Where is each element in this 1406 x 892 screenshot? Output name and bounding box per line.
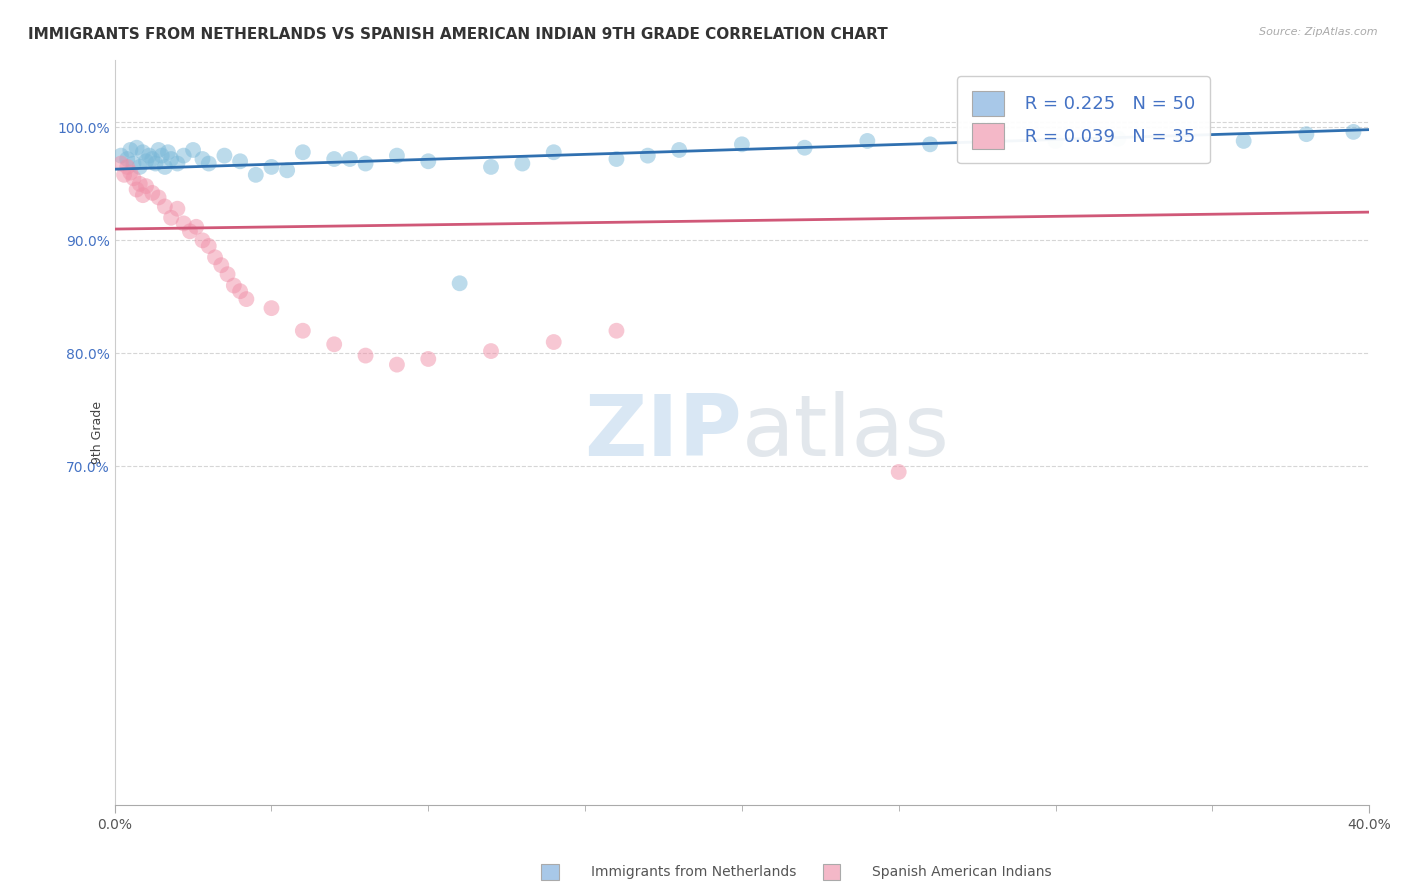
Point bbox=[145, 156, 167, 170]
Point bbox=[856, 134, 879, 148]
Point bbox=[229, 154, 252, 169]
Point bbox=[323, 152, 346, 166]
Text: Immigrants from Netherlands: Immigrants from Netherlands bbox=[591, 865, 796, 880]
Point bbox=[291, 145, 314, 160]
Point bbox=[135, 179, 157, 194]
Point bbox=[385, 358, 408, 372]
Point bbox=[120, 165, 142, 179]
Point bbox=[276, 163, 298, 178]
Point bbox=[153, 199, 176, 213]
Text: Spanish American Indians: Spanish American Indians bbox=[872, 865, 1052, 880]
Point bbox=[128, 160, 150, 174]
Point bbox=[125, 182, 148, 196]
Point bbox=[110, 156, 132, 170]
Point bbox=[260, 301, 283, 315]
Point bbox=[260, 160, 283, 174]
Point bbox=[229, 284, 252, 298]
Point bbox=[115, 152, 138, 166]
Text: atlas: atlas bbox=[742, 391, 950, 474]
Point bbox=[605, 152, 627, 166]
Point bbox=[173, 216, 195, 230]
Point bbox=[150, 148, 173, 162]
Point bbox=[543, 145, 565, 160]
Point bbox=[543, 334, 565, 349]
Point bbox=[918, 137, 941, 152]
Point bbox=[191, 233, 214, 247]
Point bbox=[141, 152, 163, 166]
Point bbox=[323, 337, 346, 351]
Point bbox=[512, 156, 534, 170]
Point bbox=[110, 148, 132, 162]
Legend:  R = 0.225   N = 50,  R = 0.039   N = 35: R = 0.225 N = 50, R = 0.039 N = 35 bbox=[957, 76, 1209, 163]
Point bbox=[179, 224, 201, 238]
Point bbox=[217, 267, 239, 281]
Point bbox=[197, 239, 219, 253]
Point bbox=[479, 344, 502, 359]
Point bbox=[209, 258, 232, 272]
Point bbox=[112, 168, 135, 182]
Point bbox=[637, 148, 659, 162]
Text: ZIP: ZIP bbox=[583, 391, 742, 474]
Point bbox=[354, 349, 377, 363]
Point bbox=[235, 292, 257, 306]
Point bbox=[418, 154, 440, 169]
Point bbox=[115, 160, 138, 174]
Point bbox=[793, 141, 815, 155]
Point bbox=[122, 156, 145, 170]
Point bbox=[138, 148, 160, 162]
Point bbox=[605, 324, 627, 338]
Point bbox=[731, 137, 754, 152]
Point bbox=[1170, 129, 1192, 144]
Point bbox=[148, 143, 170, 157]
Point bbox=[160, 152, 183, 166]
Point bbox=[339, 152, 361, 166]
Point bbox=[214, 148, 236, 162]
Point bbox=[166, 156, 188, 170]
Point bbox=[1295, 127, 1317, 141]
Point bbox=[385, 148, 408, 162]
Point bbox=[418, 351, 440, 366]
Point bbox=[1233, 134, 1256, 148]
Point bbox=[125, 141, 148, 155]
Point bbox=[120, 143, 142, 157]
Point bbox=[128, 177, 150, 191]
Point bbox=[156, 145, 179, 160]
Point bbox=[186, 219, 208, 234]
Point bbox=[245, 168, 267, 182]
Text: Source: ZipAtlas.com: Source: ZipAtlas.com bbox=[1260, 27, 1378, 37]
Point bbox=[160, 211, 183, 225]
Point bbox=[668, 143, 690, 157]
Point bbox=[1343, 125, 1365, 139]
Point bbox=[132, 188, 155, 202]
Point bbox=[887, 465, 910, 479]
Point bbox=[291, 324, 314, 338]
Point bbox=[173, 148, 195, 162]
Point bbox=[1107, 131, 1129, 145]
Point bbox=[981, 129, 1004, 144]
Y-axis label: 9th Grade: 9th Grade bbox=[90, 401, 104, 464]
Point bbox=[191, 152, 214, 166]
Point bbox=[141, 186, 163, 200]
Point bbox=[135, 154, 157, 169]
Point bbox=[354, 156, 377, 170]
Point bbox=[197, 156, 219, 170]
Point bbox=[153, 160, 176, 174]
Point bbox=[204, 250, 226, 264]
Point bbox=[122, 171, 145, 186]
Point bbox=[1045, 134, 1067, 148]
Point bbox=[449, 277, 471, 291]
Point bbox=[479, 160, 502, 174]
Point bbox=[148, 190, 170, 204]
Point bbox=[132, 145, 155, 160]
Point bbox=[181, 143, 204, 157]
Text: IMMIGRANTS FROM NETHERLANDS VS SPANISH AMERICAN INDIAN 9TH GRADE CORRELATION CHA: IMMIGRANTS FROM NETHERLANDS VS SPANISH A… bbox=[28, 27, 887, 42]
Point bbox=[166, 202, 188, 216]
Point bbox=[222, 278, 245, 293]
